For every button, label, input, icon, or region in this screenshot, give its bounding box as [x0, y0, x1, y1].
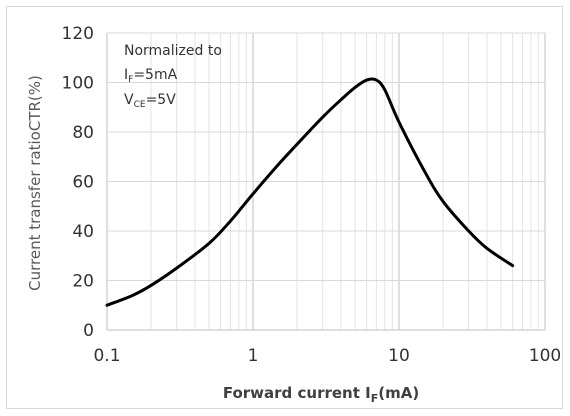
x-axis-label-main: Forward current I [223, 384, 371, 402]
annotation-line-3: VCE=5V [124, 92, 176, 110]
grid-layer [106, 32, 546, 331]
ctr-series-line [105, 77, 515, 307]
y-tick-label: 100 [62, 74, 94, 94]
text-layer: Current transfer ratioCTR(%) Forward cur… [26, 43, 419, 405]
y-tick-label: 40 [72, 222, 94, 242]
x-tick-label: 10 [388, 346, 410, 366]
y-tick-label: 60 [72, 173, 94, 193]
chart-frame [6, 6, 563, 409]
y-tick-label: 0 [83, 321, 94, 341]
x-tick-label: 100 [529, 346, 561, 366]
annotation-line-3-rest: =5V [146, 92, 177, 108]
annotation-line-2-rest: =5mA [133, 67, 177, 83]
y-axis-label: Current transfer ratioCTR(%) [26, 75, 44, 291]
x-tick-label: 1 [248, 346, 259, 366]
annotation-line-3-sub: CE [134, 100, 146, 110]
y-tick-label: 20 [72, 272, 94, 292]
x-tick-label: 0.1 [93, 346, 120, 366]
axis-layer: 0 20 40 60 80 100 120 0.1 1 10 100 [62, 24, 562, 366]
series-layer [105, 77, 515, 307]
annotation-line-2-main: I [124, 67, 128, 83]
annotation-line-3-main: V [124, 92, 134, 108]
y-tick-label: 80 [72, 123, 94, 143]
annotation-line-1: Normalized to [124, 43, 222, 59]
x-axis-label: Forward current IF(mA) [223, 384, 419, 405]
y-tick-label: 120 [62, 24, 94, 44]
annotation-line-2-sub: F [128, 75, 133, 85]
x-axis-label-unit: (mA) [378, 384, 419, 402]
annotation-line-2: IF=5mA [124, 67, 178, 85]
x-axis-label-sub: F [371, 392, 379, 405]
